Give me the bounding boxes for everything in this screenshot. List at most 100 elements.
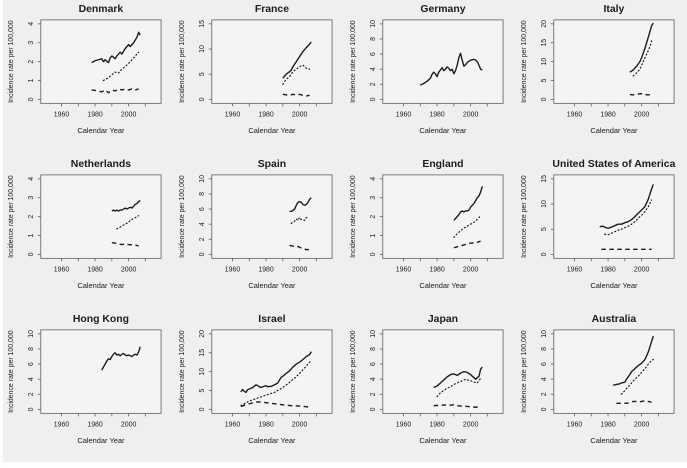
chart-svg: Australia 1960 1980 2000 0 2 4 6 8 10 Calendar Yea…	[521, 314, 675, 445]
x-tick-label: 1980	[429, 421, 445, 428]
series-dotted-line	[632, 40, 653, 77]
series-solid-line	[91, 31, 141, 64]
x-tick-label: 2000	[121, 421, 137, 428]
y-axis-label: Incidence rate per 100,000	[179, 20, 186, 103]
y-tick-label: 5	[541, 78, 548, 82]
subplot-australia: Australia 1960 1980 2000 0 2 4 6 8 10 Calendar Yea…	[516, 310, 687, 462]
chart-svg: Denmark 1960 1980 2000 0 1 2 3 4 Calendar Year Inc…	[8, 4, 162, 135]
x-tick-label: 1960	[225, 421, 241, 428]
y-tick-label: 10	[541, 200, 548, 208]
y-tick-label: 10	[28, 330, 35, 338]
x-tick-label: 2000	[463, 421, 479, 428]
chart-svg: Germany 1960 1980 2000 0 2 4 6 8 10 Calendar Year I…	[350, 4, 504, 135]
y-tick-label: 3	[28, 196, 35, 200]
plot-panel	[40, 174, 162, 259]
subplot-france: France 1960 1980 2000 0 5 10 15 Calendar Year Inc…	[174, 0, 345, 155]
x-axis-label: Calendar Year	[248, 281, 296, 290]
x-tick-label: 1960	[396, 421, 412, 428]
y-tick-label: 3	[28, 41, 35, 45]
y-tick-label: 6	[199, 207, 206, 211]
y-tick-label: 10	[199, 175, 206, 183]
y-tick-label: 10	[199, 45, 206, 53]
y-tick-label: 5	[199, 389, 206, 393]
series-dotted-line	[240, 359, 312, 407]
subplot-title: Denmark	[79, 4, 124, 15]
y-tick-label: 10	[370, 330, 377, 338]
y-tick-label: 0	[28, 407, 35, 411]
y-tick-label: 6	[370, 52, 377, 56]
x-tick-label: 1960	[54, 111, 70, 118]
x-tick-label: 1980	[87, 421, 103, 428]
y-tick-label: 8	[370, 347, 377, 351]
series-dotted-line	[290, 216, 309, 225]
plot-panel	[382, 329, 504, 414]
plot-panel	[382, 19, 504, 104]
subplot-title: Netherlands	[71, 159, 131, 170]
y-tick-label: 4	[199, 222, 206, 226]
series-solid-line	[433, 366, 483, 389]
x-tick-label: 1960	[225, 111, 241, 118]
y-tick-label: 15	[199, 20, 206, 28]
x-axis-label: Calendar Year	[590, 126, 638, 135]
y-tick-label: 8	[199, 192, 206, 196]
y-tick-label: 0	[541, 252, 548, 256]
subplot-title: Hong Kong	[73, 314, 129, 325]
subplot-title: England	[422, 159, 463, 170]
x-tick-label: 1980	[600, 111, 616, 118]
series-dotted-line	[436, 377, 482, 398]
y-tick-label: 5	[541, 227, 548, 231]
subplot-title: Spain	[258, 159, 286, 170]
chart-svg: United States of America 1960 1980 2000 0 5 10…	[521, 159, 676, 290]
series-dotted-line	[102, 51, 140, 82]
y-tick-label: 15	[541, 175, 548, 183]
y-tick-label: 2	[28, 215, 35, 219]
y-tick-label: 4	[28, 177, 35, 181]
series-dotted-line	[620, 359, 654, 396]
y-axis-label: Incidence rate per 100,000	[8, 330, 15, 413]
series-solid-line	[101, 346, 141, 371]
subplot-denmark: Denmark 1960 1980 2000 0 1 2 3 4 Calendar Year Inc…	[3, 0, 174, 155]
y-axis-label: Incidence rate per 100,000	[8, 175, 15, 258]
x-axis-label: Calendar Year	[77, 436, 125, 445]
y-tick-label: 10	[370, 20, 377, 28]
x-tick-label: 1960	[567, 266, 583, 273]
y-tick-label: 4	[370, 377, 377, 381]
series-dashed-line	[289, 244, 310, 251]
x-tick-label: 2000	[463, 266, 479, 273]
x-tick-label: 2000	[634, 111, 650, 118]
y-tick-label: 2	[370, 215, 377, 219]
subplot-japan: Japan 1960 1980 2000 0 2 4 6 8 10 Calendar Year Inc…	[345, 310, 516, 462]
y-tick-label: 2	[28, 60, 35, 64]
y-tick-label: 0	[199, 407, 206, 411]
series-dashed-line	[616, 400, 652, 405]
y-tick-label: 1	[28, 78, 35, 82]
x-tick-label: 1980	[258, 421, 274, 428]
y-tick-label: 15	[541, 39, 548, 47]
y-tick-label: 6	[370, 362, 377, 366]
y-tick-label: 20	[199, 330, 206, 338]
series-dotted-line	[282, 64, 311, 85]
y-tick-label: 0	[370, 407, 377, 411]
y-axis-label: Incidence rate per 100,000	[179, 330, 186, 413]
x-tick-label: 1960	[54, 421, 70, 428]
y-tick-label: 0	[199, 252, 206, 256]
y-tick-label: 0	[370, 97, 377, 101]
series-solid-line	[629, 22, 654, 73]
x-tick-label: 1980	[600, 421, 616, 428]
chart-svg: England 1960 1980 2000 0 1 2 3 4 Calendar Year Inc…	[350, 159, 504, 290]
plot-panel	[40, 19, 162, 104]
subplot-hong-kong: Hong Kong 1960 1980 2000 0 2 4 6 8 10 Calendar Yea…	[3, 310, 174, 462]
x-tick-label: 1980	[429, 111, 445, 118]
x-tick-label: 2000	[634, 266, 650, 273]
y-tick-label: 20	[541, 20, 548, 28]
x-tick-label: 2000	[292, 111, 308, 118]
y-tick-label: 10	[541, 330, 548, 338]
series-solid-line	[599, 184, 654, 230]
y-tick-label: 2	[28, 392, 35, 396]
subplot-title: Japan	[428, 314, 458, 325]
y-tick-label: 8	[541, 347, 548, 351]
x-axis-label: Calendar Year	[419, 281, 467, 290]
plot-panel	[553, 174, 675, 259]
series-solid-line	[289, 197, 312, 213]
subplot-germany: Germany 1960 1980 2000 0 2 4 6 8 10 Calendar Year I…	[345, 0, 516, 155]
